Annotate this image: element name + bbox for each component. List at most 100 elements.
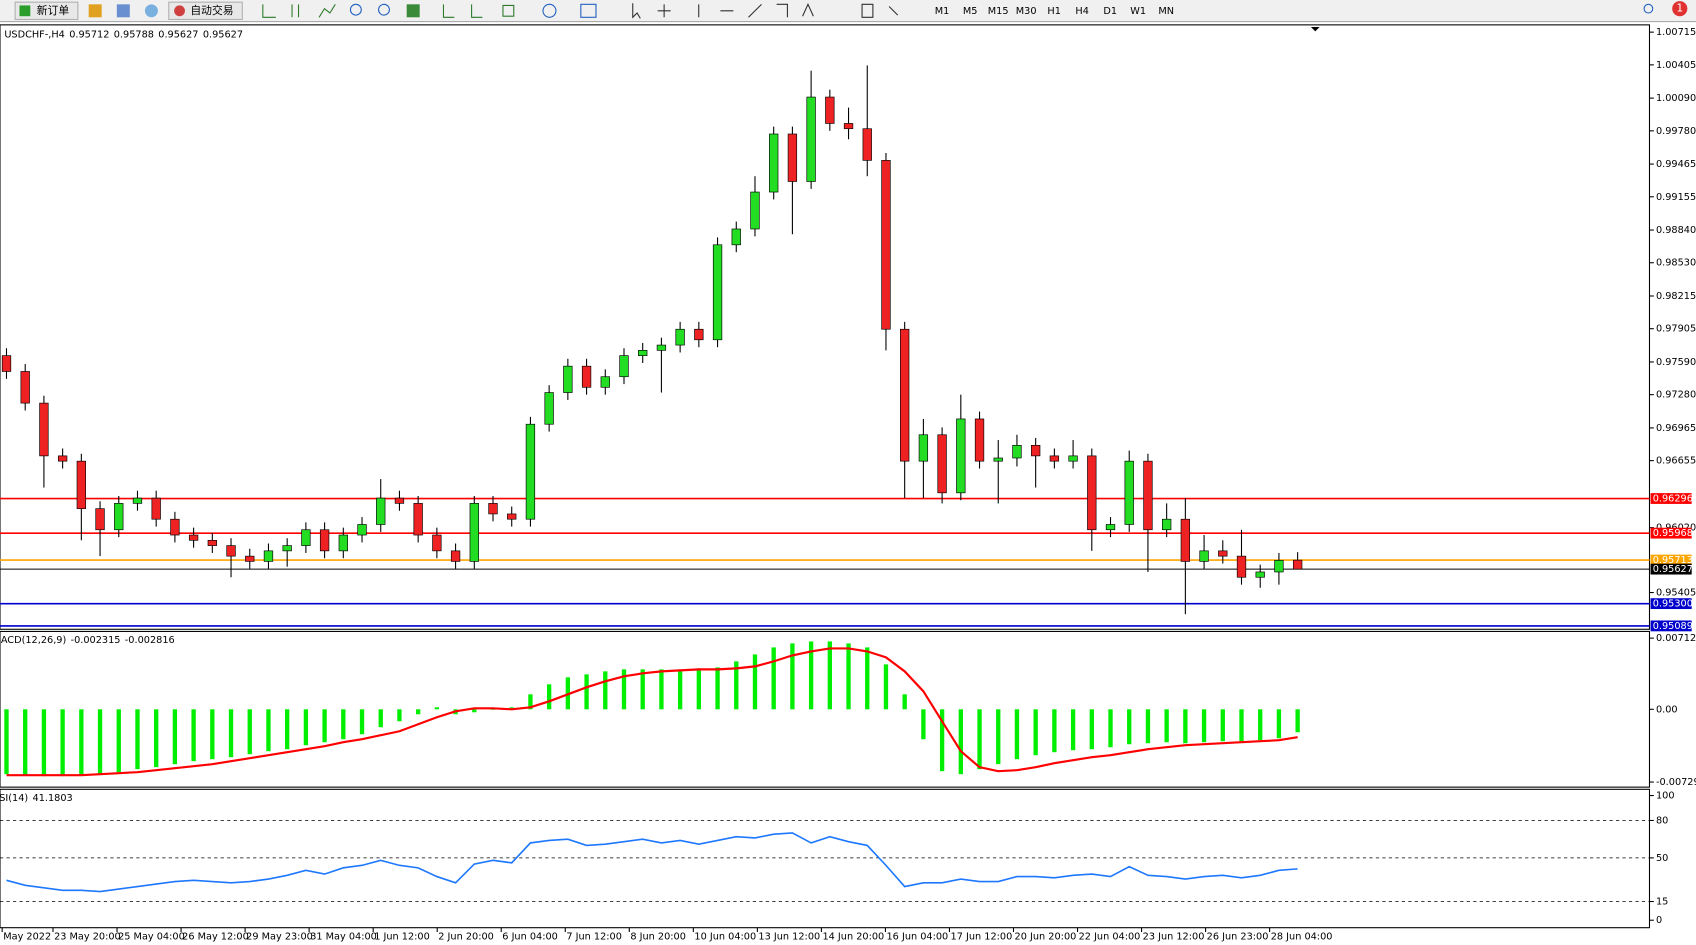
notification-count: 1 bbox=[1676, 2, 1683, 15]
macd-bar bbox=[172, 709, 178, 765]
scroll-icons[interactable] bbox=[442, 4, 515, 18]
x-tick-label: 31 May 04:00 bbox=[310, 931, 377, 942]
candle-body bbox=[301, 529, 311, 546]
macd-bar bbox=[1108, 709, 1113, 748]
macd-bar bbox=[378, 709, 383, 728]
candle-body bbox=[993, 457, 1003, 462]
macd-bar bbox=[79, 709, 84, 776]
macd-bar bbox=[1052, 709, 1057, 753]
candle-body bbox=[974, 418, 985, 462]
candle-body bbox=[488, 503, 498, 515]
candle-body bbox=[750, 191, 760, 230]
candle-body bbox=[731, 228, 741, 246]
y-tick-label: 50 bbox=[1656, 853, 1668, 864]
macd-bar bbox=[808, 641, 814, 710]
price-label-bg bbox=[1650, 527, 1692, 539]
macd-bar bbox=[285, 709, 290, 750]
timeframe-button[interactable]: MN bbox=[1158, 6, 1174, 17]
macd-bar bbox=[97, 709, 103, 775]
price-label: 0.95627 bbox=[1653, 564, 1693, 575]
chart-type-icons[interactable] bbox=[262, 4, 336, 18]
macd-bar bbox=[1145, 709, 1151, 744]
macd-bar bbox=[734, 661, 739, 710]
x-tick-label: 29 May 23:00 bbox=[246, 931, 313, 942]
periods-icon[interactable] bbox=[542, 3, 557, 18]
timeframe-button[interactable]: M1 bbox=[935, 6, 950, 17]
candle-body bbox=[469, 503, 479, 562]
timeframe-button[interactable]: M5 bbox=[963, 6, 978, 17]
macd-bar bbox=[415, 709, 421, 715]
y-tick-label: -0.00729 bbox=[1656, 777, 1696, 788]
macd-bar bbox=[659, 669, 664, 710]
macd-bar bbox=[1183, 709, 1188, 744]
indicator-name: USDCHF-,H4 bbox=[4, 30, 65, 41]
macd-bar bbox=[1164, 709, 1169, 743]
notification-badge[interactable] bbox=[1672, 1, 1688, 17]
price-label: 0.95968 bbox=[1653, 528, 1693, 539]
candle-body bbox=[450, 550, 461, 562]
macd-bar bbox=[584, 674, 589, 710]
y-tick-label: 0 bbox=[1656, 915, 1662, 926]
x-tick-label: 23 Jun 12:00 bbox=[1143, 931, 1205, 942]
tile-windows[interactable] bbox=[406, 4, 420, 18]
y-tick-label: 0.96655 bbox=[1656, 456, 1696, 467]
macd-bar bbox=[23, 709, 28, 776]
auto-trading-button[interactable] bbox=[168, 1, 243, 21]
candle-body bbox=[1143, 460, 1153, 531]
timeframe-button[interactable]: H1 bbox=[1047, 6, 1061, 17]
icon[interactable] bbox=[144, 4, 158, 18]
x-tick-label: 1 Jun 12:00 bbox=[374, 931, 430, 942]
x-tick-label: 7 Jun 12:00 bbox=[566, 931, 622, 942]
y-tick-label: 0.95405 bbox=[1656, 588, 1696, 599]
macd-bar bbox=[1127, 709, 1132, 745]
x-tick-label: 26 Jun 23:00 bbox=[1207, 931, 1269, 942]
candle-body bbox=[918, 434, 929, 462]
indicator-title: RSI(14) 41.1803 bbox=[0, 793, 73, 804]
y-tick-label: 0.00 bbox=[1656, 704, 1678, 715]
candle-body bbox=[1012, 445, 1022, 459]
y-tick-label: 0.98840 bbox=[1656, 225, 1696, 236]
icon[interactable] bbox=[88, 4, 102, 18]
candle-body bbox=[1105, 524, 1116, 531]
macd-bar bbox=[640, 669, 645, 710]
toolbar-buttons: 新订单 自动交易 1 bbox=[14, 1, 1688, 21]
zoom-in[interactable] bbox=[349, 3, 362, 16]
timeframe-button[interactable]: H4 bbox=[1075, 6, 1089, 17]
x-tick-label: 17 Jun 12:00 bbox=[951, 931, 1013, 942]
y-tick-label: 15 bbox=[1656, 897, 1668, 908]
x-tick-label: May 2022 bbox=[3, 931, 51, 942]
timeframe-button[interactable]: D1 bbox=[1103, 6, 1117, 17]
new-order-icon bbox=[19, 5, 31, 17]
timeframe-button[interactable]: W1 bbox=[1130, 6, 1146, 17]
candle-body bbox=[825, 96, 835, 124]
macd-bar bbox=[1014, 709, 1020, 760]
drawing-tools[interactable] bbox=[632, 3, 899, 19]
x-tick-label: 16 Jun 04:00 bbox=[887, 931, 949, 942]
shift-marker bbox=[1310, 27, 1320, 32]
candle-body bbox=[20, 371, 30, 404]
indicator-value: 41.1803 bbox=[33, 793, 73, 804]
candle-body bbox=[1180, 518, 1191, 562]
new-order-button[interactable] bbox=[14, 1, 79, 21]
timeframe-button[interactable]: M30 bbox=[1016, 6, 1037, 17]
templates-icon[interactable] bbox=[580, 3, 597, 18]
macd-bar bbox=[771, 647, 776, 710]
price-label-bg bbox=[1650, 554, 1692, 566]
macd-bar bbox=[116, 709, 121, 773]
macd-panel bbox=[0, 630, 1651, 788]
candle-body bbox=[600, 376, 610, 388]
macd-bar bbox=[977, 709, 982, 770]
candle-body bbox=[76, 460, 86, 509]
candle-body bbox=[1087, 455, 1097, 531]
zoom-out[interactable] bbox=[378, 3, 390, 16]
timeframe-button[interactable]: M15 bbox=[988, 6, 1009, 17]
icon[interactable] bbox=[116, 4, 130, 18]
macd-bar bbox=[546, 684, 552, 710]
y-tick-label: 1.00405 bbox=[1656, 60, 1696, 71]
price-label-bg bbox=[1650, 598, 1692, 610]
search-icon[interactable] bbox=[1643, 3, 1654, 14]
candle-body bbox=[1218, 550, 1228, 557]
y-tick-label: 1.00715 bbox=[1656, 27, 1696, 38]
indicator-title: USDCHF-,H4 0.95712 0.95788 0.95627 0.95627 bbox=[4, 30, 243, 41]
candle-body bbox=[263, 550, 274, 562]
